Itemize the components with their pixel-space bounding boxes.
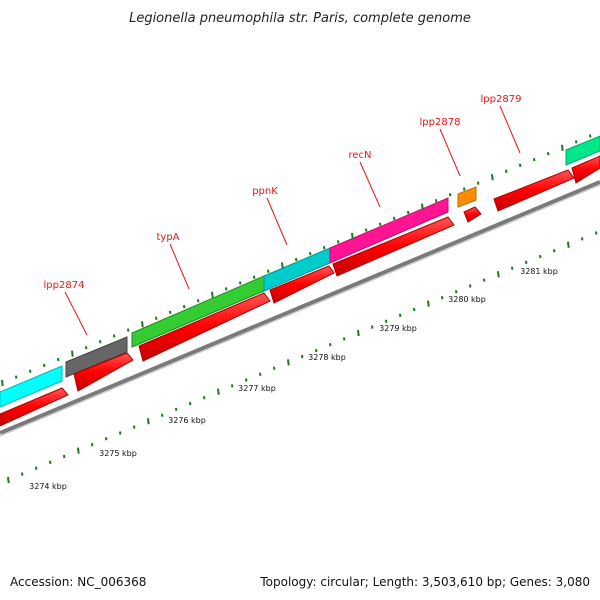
ruler-tick-major — [287, 359, 290, 366]
gene-label-lpp2879: lpp2879 — [481, 94, 522, 105]
accession-text: Accession: NC_006368 — [10, 575, 146, 589]
kbp-label: 3275 kbp — [99, 449, 137, 458]
ruler-tick-major — [211, 291, 214, 298]
gene-bar-teal — [565, 135, 600, 166]
ruler-tick-major — [281, 262, 284, 269]
gene-label-lpp2878: lpp2878 — [420, 117, 461, 128]
cds-arrow — [463, 206, 482, 223]
cog-track — [0, 135, 600, 408]
kbp-label: 3278 kbp — [308, 353, 346, 362]
gene-label-typA: typA — [156, 232, 179, 243]
genome-backbone — [0, 180, 600, 437]
gene-bar-lpp2878 — [457, 186, 477, 208]
cds-arrow — [332, 216, 455, 277]
gene-label-recN: recN — [348, 150, 371, 161]
ruler-tick-major — [77, 447, 80, 454]
ruler-tick-major — [217, 388, 220, 395]
ruler-tick-major — [357, 329, 360, 337]
map-title: Legionella pneumophila str. Paris, compl… — [129, 11, 471, 26]
kbp-label: 3276 kbp — [168, 416, 206, 425]
gene-bar-cyan — [0, 365, 63, 408]
ruler-tick-major — [7, 476, 10, 484]
ruler-tick-major — [421, 203, 424, 210]
kbp-label: 3280 kbp — [448, 295, 486, 304]
cds-arrow — [571, 155, 600, 184]
ruler-tick-major — [147, 418, 150, 425]
gene-bar-recN — [329, 197, 449, 264]
kbp-label: 3279 kbp — [379, 324, 417, 333]
gene-bar-lpp2874 — [65, 336, 128, 378]
ruler-tick-major — [491, 174, 494, 181]
ruler-tick-major — [1, 379, 4, 387]
outer-ruler-ticks — [1, 134, 592, 387]
inner-ruler-ticks — [7, 231, 598, 484]
gene-label-lpp2874: lpp2874 — [44, 280, 85, 291]
ruler-tick-major — [561, 144, 564, 151]
cds-arrow — [73, 352, 134, 392]
cds-arrow — [138, 292, 271, 362]
cds-track — [0, 155, 600, 427]
ruler-tick-major — [141, 321, 144, 328]
kbp-label: 3281 kbp — [520, 267, 558, 276]
kbp-label: 3274 kbp — [29, 482, 67, 491]
ruler-tick-major — [427, 300, 430, 307]
ruler-tick-major — [567, 241, 570, 248]
gene-label-ppnK: ppnK — [252, 186, 278, 197]
kbp-label: 3277 kbp — [238, 384, 276, 393]
ruler-tick-major — [497, 271, 500, 278]
ruler-tick-major — [351, 232, 354, 240]
genome-summary-text: Topology: circular; Length: 3,503,610 bp… — [259, 575, 590, 589]
cds-arrow — [0, 387, 69, 427]
ruler-tick-major — [71, 350, 74, 357]
kbp-labels: 3274 kbp 3275 kbp 3276 kbp 3277 kbp 3278… — [29, 267, 558, 491]
cds-arrow — [269, 265, 335, 304]
gene-labels: lpp2874 typA ppnK recN lpp2878 lpp2879 — [44, 94, 522, 336]
cds-arrow — [493, 169, 575, 212]
